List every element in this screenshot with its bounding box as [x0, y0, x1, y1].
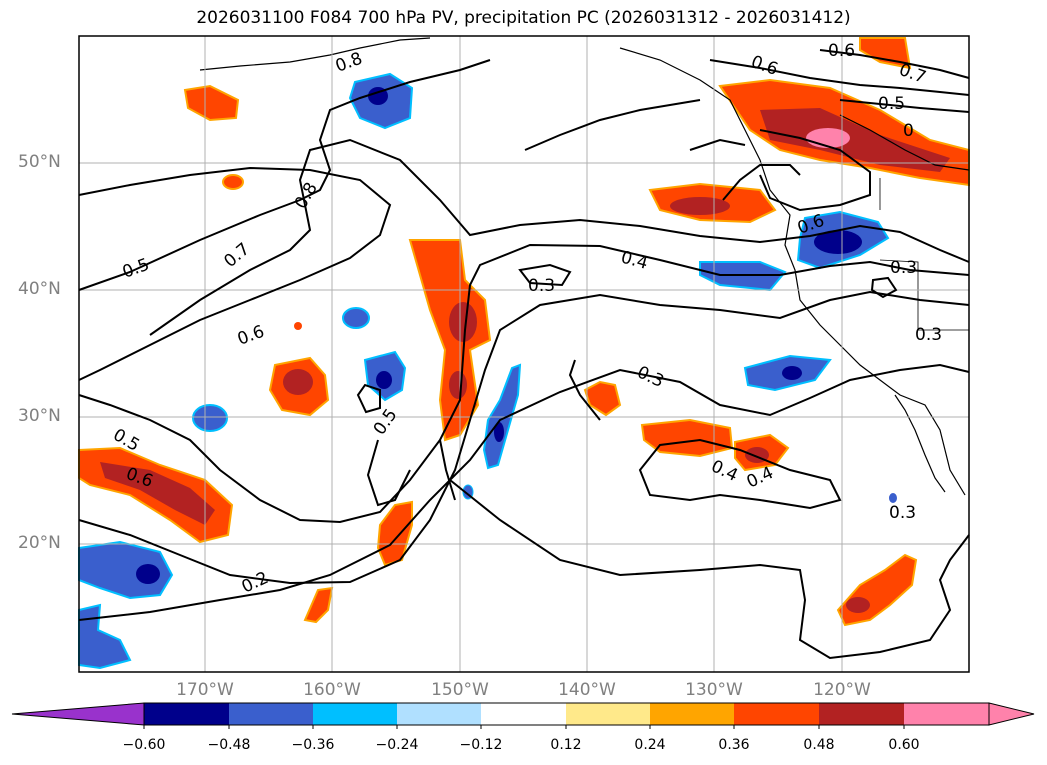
lon-label-160w: 160°W [303, 680, 361, 700]
colorbar-bin [566, 703, 650, 725]
colorbar-bin [229, 703, 313, 725]
colorbar-tick-label: 0.12 [550, 737, 582, 753]
coastline-alaska-islands [199, 37, 431, 71]
contour-label: 0.5 [878, 94, 905, 114]
pv-contour-line [78, 166, 392, 381]
pv-contour-line [759, 129, 871, 212]
precip-positive-region [859, 37, 912, 70]
colorbar-bin [819, 703, 904, 725]
pv-contour-line [78, 243, 970, 524]
lon-label-130w: 130°W [685, 680, 743, 700]
map-frame [78, 35, 970, 673]
pv-contour-line [78, 59, 491, 291]
colorbar-bin [397, 703, 481, 725]
contour-label: 0.3 [528, 276, 555, 296]
lat-label-30n: 30°N [18, 406, 61, 426]
colorbar-under-arrow [11, 702, 145, 726]
pv-contour-line [366, 439, 411, 507]
pv-contour-line [709, 59, 970, 96]
colorbar-tick-label: 0.36 [718, 737, 750, 753]
colorbar-bin [144, 703, 229, 725]
precip-positive-region [640, 418, 734, 458]
pv-contour-line [78, 290, 970, 585]
pv-contour-line [149, 138, 970, 336]
colorbar-tick-label: −0.48 [207, 737, 251, 753]
colorbar-bin [904, 703, 989, 725]
colorbar-tick-label: 0.48 [803, 737, 835, 753]
colorbar-bin [313, 703, 397, 725]
lon-label-150w: 150°W [431, 680, 489, 700]
coastline-north-america [619, 47, 966, 496]
pv-contours [78, 49, 970, 660]
precip-negative-region [192, 404, 228, 432]
colorbar-tick-label: −0.12 [459, 737, 503, 753]
precip-negative-region [342, 307, 370, 329]
pv-contour-line [689, 138, 746, 151]
colorbar-tick-label: −0.60 [122, 737, 166, 753]
lon-label-170w: 170°W [176, 680, 234, 700]
lon-label-120w: 120°W [813, 680, 871, 700]
colorbar-over-arrow [988, 702, 1035, 726]
pv-contour-line [439, 439, 456, 501]
lon-label-140w: 140°W [558, 680, 616, 700]
pv-contour-line [449, 479, 970, 660]
precip-negative-region [78, 603, 132, 670]
colorbar-tick-label: 0.60 [888, 737, 920, 753]
precip-shading [78, 37, 970, 670]
pv-contour-line [518, 263, 572, 287]
contour-label: 0.3 [889, 503, 916, 523]
precip-max-region [806, 128, 850, 148]
pv-contour-line [819, 49, 970, 79]
pv-contour-line [638, 438, 842, 510]
pv-contour-line [870, 276, 898, 299]
colorbar-bin [650, 703, 734, 725]
colorbar-tick-label: −0.36 [291, 737, 335, 753]
colorbar-bin [481, 703, 566, 725]
contour-label: 0 [903, 121, 914, 141]
pv-contour-line [568, 359, 601, 421]
precip-positive-region [583, 380, 622, 417]
precip-negative-region [78, 540, 174, 600]
coastline-baja [894, 394, 946, 493]
lat-label-50n: 50°N [18, 152, 61, 172]
precip-strong-region [100, 462, 215, 525]
pv-contour-line [839, 99, 970, 113]
lat-label-20n: 20°N [18, 533, 61, 553]
lat-label-40n: 40°N [18, 279, 61, 299]
colorbar-tick-label: −0.24 [375, 737, 419, 753]
contour-label: 0.6 [828, 41, 855, 61]
pv-contour-line [722, 164, 801, 201]
colorbar-bin [734, 703, 819, 725]
pv-contour-line [356, 383, 381, 414]
pv-contour-line [524, 99, 701, 151]
coastlines [199, 37, 970, 496]
precip-positive-region [183, 84, 240, 122]
colorbar [11, 702, 1035, 729]
pv-contour-line [78, 363, 970, 621]
contour-label: 0.3 [890, 258, 917, 278]
precip-strong-region [760, 108, 950, 172]
map-title: 2026031100 F084 700 hPa PV, precipitatio… [196, 8, 851, 28]
contour-label: 0.3 [915, 325, 942, 345]
colorbar-tick-label: 0.24 [634, 737, 666, 753]
